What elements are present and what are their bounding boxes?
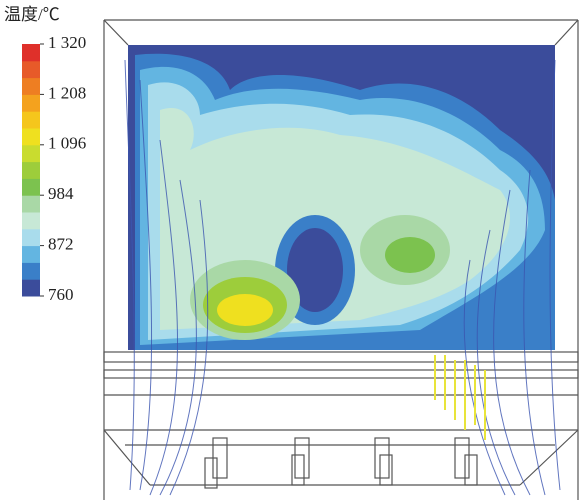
- color-band: [22, 94, 40, 111]
- color-band: [22, 195, 40, 212]
- color-band: [22, 246, 40, 263]
- tick-label: 1 320: [48, 33, 86, 52]
- color-band: [22, 229, 40, 246]
- color-band: [22, 162, 40, 179]
- hot-streaks: [435, 355, 485, 440]
- contour-band: [217, 294, 273, 326]
- tick-label: 984: [48, 184, 74, 203]
- color-band: [22, 61, 40, 78]
- tick-label: 872: [48, 235, 74, 254]
- tick-label: 1 208: [48, 83, 86, 102]
- colorbar: 温度/℃ 1 320 1 208 1 096 984 872 760: [4, 5, 86, 304]
- color-band: [22, 212, 40, 229]
- tick-label: 760: [48, 285, 74, 304]
- colorbar-title: 温度/℃: [4, 5, 60, 24]
- contour-band: [385, 237, 435, 273]
- figure: 温度/℃ 1 320 1 208 1 096 984 872 760: [0, 0, 580, 504]
- color-band: [22, 78, 40, 95]
- color-band: [22, 178, 40, 195]
- color-band: [22, 44, 40, 61]
- furnace-scene: [104, 20, 578, 500]
- color-band: [22, 262, 40, 279]
- color-band: [22, 128, 40, 145]
- tick-label: 1 096: [48, 134, 86, 153]
- color-band: [22, 145, 40, 162]
- color-band: [22, 111, 40, 128]
- color-band: [22, 279, 40, 296]
